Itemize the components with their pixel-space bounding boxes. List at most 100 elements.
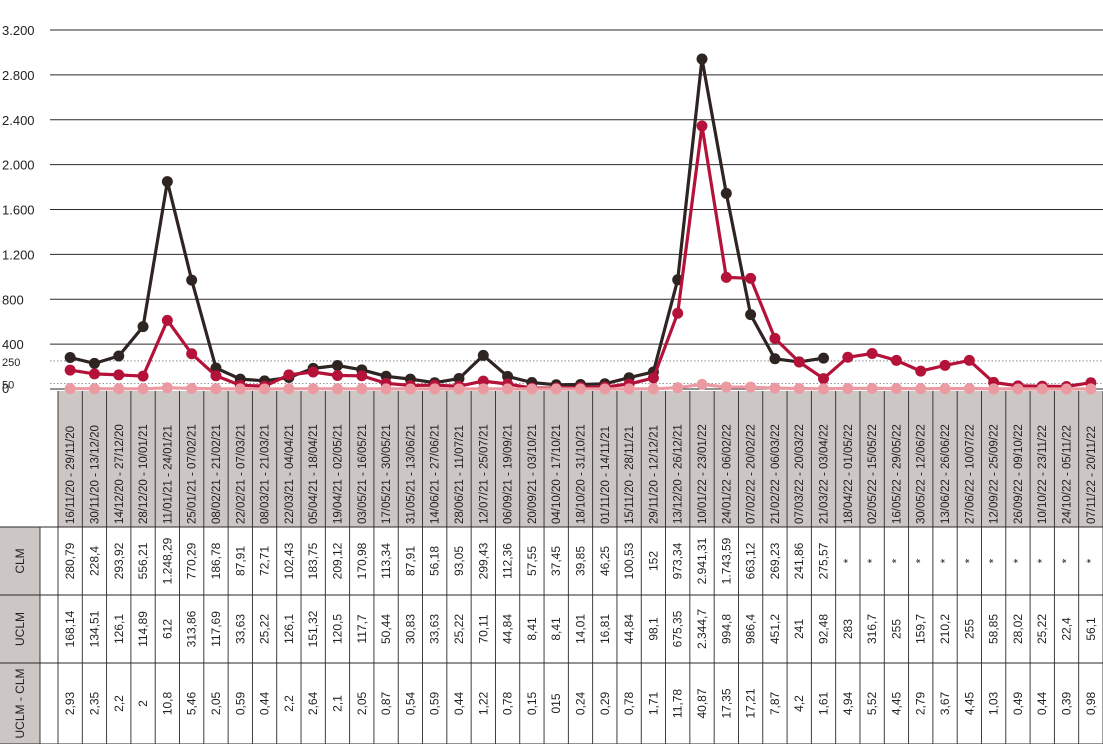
table-cell: 313,86 [185,610,199,647]
y-tick-label-4: 1.600 [2,203,35,218]
table-cell: 2,2 [282,695,296,712]
category-background [58,391,1103,527]
table-cell: 37,45 [549,546,563,576]
table-cell: 46,25 [598,546,612,576]
category-label: 28/12/20 - 10/01/21 [138,424,150,524]
table-cell: 87,91 [403,546,417,576]
series-2-point [161,382,173,394]
table-cell: 4,45 [962,691,976,715]
y-tick-label-6: 800 [2,292,24,307]
table-cell: 7,87 [768,691,782,715]
y-tick-label-2: 2.400 [2,113,35,128]
y-axis-tick-labels: 3.200 2.800 2.400 2.000 1.600 1.200 800 400 250 5… [2,23,35,396]
table-cell: 183,75 [306,542,320,579]
table-cell: 275,57 [817,542,831,579]
category-label: 18/10/20 - 31/10/21 [576,424,588,524]
series-0-point [64,351,76,363]
table-cell: 72,71 [258,546,272,576]
table-cell: 8,41 [525,617,539,641]
series-2-point [939,383,951,395]
table-cell: 11,78 [671,689,685,718]
table-cell: 2,1 [330,695,344,712]
table-cell: * [1060,558,1074,563]
series-0-point [88,357,100,369]
category-label: 08/02/21 - 21/02/21 [211,424,223,524]
table-cell: 0,39 [1060,691,1074,715]
table-cell: 556,21 [136,542,150,579]
table-cell: 0,15 [525,691,539,715]
series-2-point [307,383,319,395]
series-2-point [429,383,441,395]
table-cell: 241 [792,619,806,639]
table-cell: 269,23 [768,542,782,579]
series-2-point [64,383,76,395]
category-label: 10/10/22 - 23/11/22 [1037,425,1049,524]
category-label: 12/09/22 - 25/09/22 [989,424,1001,524]
table-cell: 210,2 [938,614,952,644]
series-0-point [113,350,125,362]
series-1-point [720,271,732,283]
table-cell: 98,1 [646,617,660,641]
table-cell: * [889,558,903,563]
y-tick-label-7: 400 [2,337,24,352]
table-cell: * [1084,558,1098,563]
series-2-point [1012,383,1024,395]
category-label: 17/05/21 - 30/05/21 [381,424,393,524]
table-cell: 0,24 [574,691,588,715]
table-cell: 0,98 [1084,691,1098,715]
series-1-point [64,364,76,376]
table-row-label: UCLM - CLM [13,668,27,738]
category-label: 16/11/20 - 29/11/20 [65,426,77,524]
table-cell: 0,44 [258,691,272,715]
category-label: 07/02/22 - 20/02/22 [746,424,758,524]
table-cell: 2,93 [63,691,77,715]
series-0-point [161,176,173,188]
series-2-point [575,383,586,395]
table-cell: 170,98 [355,542,369,579]
table-cell: 10,8 [160,691,174,715]
table-cell: 117,69 [209,611,223,647]
table-cell: 0,59 [428,691,442,715]
table-cell: 2,05 [209,691,223,715]
table-cell: * [962,558,976,563]
series-2-point [915,383,927,395]
table-cell: 57,55 [525,546,539,576]
table-cell: * [841,558,855,563]
series-0-point [502,370,514,382]
series-1-point [696,120,708,132]
table-cell: 2 [136,700,150,707]
table-cell: 2.344,7 [695,609,709,649]
series-1-point [356,370,368,382]
category-label: 05/04/21 - 18/04/21 [308,424,320,524]
table-cell: 168,14 [63,610,77,647]
series-2-point [113,383,125,395]
table-cell: 117,7 [355,614,369,643]
series-2-point [234,383,246,395]
series-1-point [939,359,951,371]
category-label: 31/05/21 - 13/06/21 [405,424,417,524]
series-1-point [331,369,343,381]
table-cell: 2.941,31 [695,537,709,584]
series-2-point [550,383,562,395]
series-0-point [331,360,343,372]
category-label: 13/06/22 - 26/06/22 [940,424,952,524]
series-0-point [210,362,222,374]
table-cell: 255 [889,619,903,639]
table-cell: * [1035,558,1049,563]
series-2-point [331,383,343,395]
y-tick-label-10: 0 [2,381,9,396]
category-label: 18/04/22 - 01/05/22 [843,424,855,524]
table-cell: 8,41 [549,617,563,641]
table-cell: 0,44 [452,691,466,715]
series-1-point [113,369,125,381]
table-cell: 56,18 [428,546,442,576]
series-2-point [890,383,902,395]
table-cell: 134,51 [87,610,101,647]
table-cell: 14,01 [574,614,588,644]
table-cell: 112,36 [501,543,515,579]
category-label: 16/05/22 - 29/05/22 [891,424,903,524]
table-cell: * [914,558,928,563]
table-cell: 151,32 [306,610,320,647]
series-1-point [283,369,295,381]
